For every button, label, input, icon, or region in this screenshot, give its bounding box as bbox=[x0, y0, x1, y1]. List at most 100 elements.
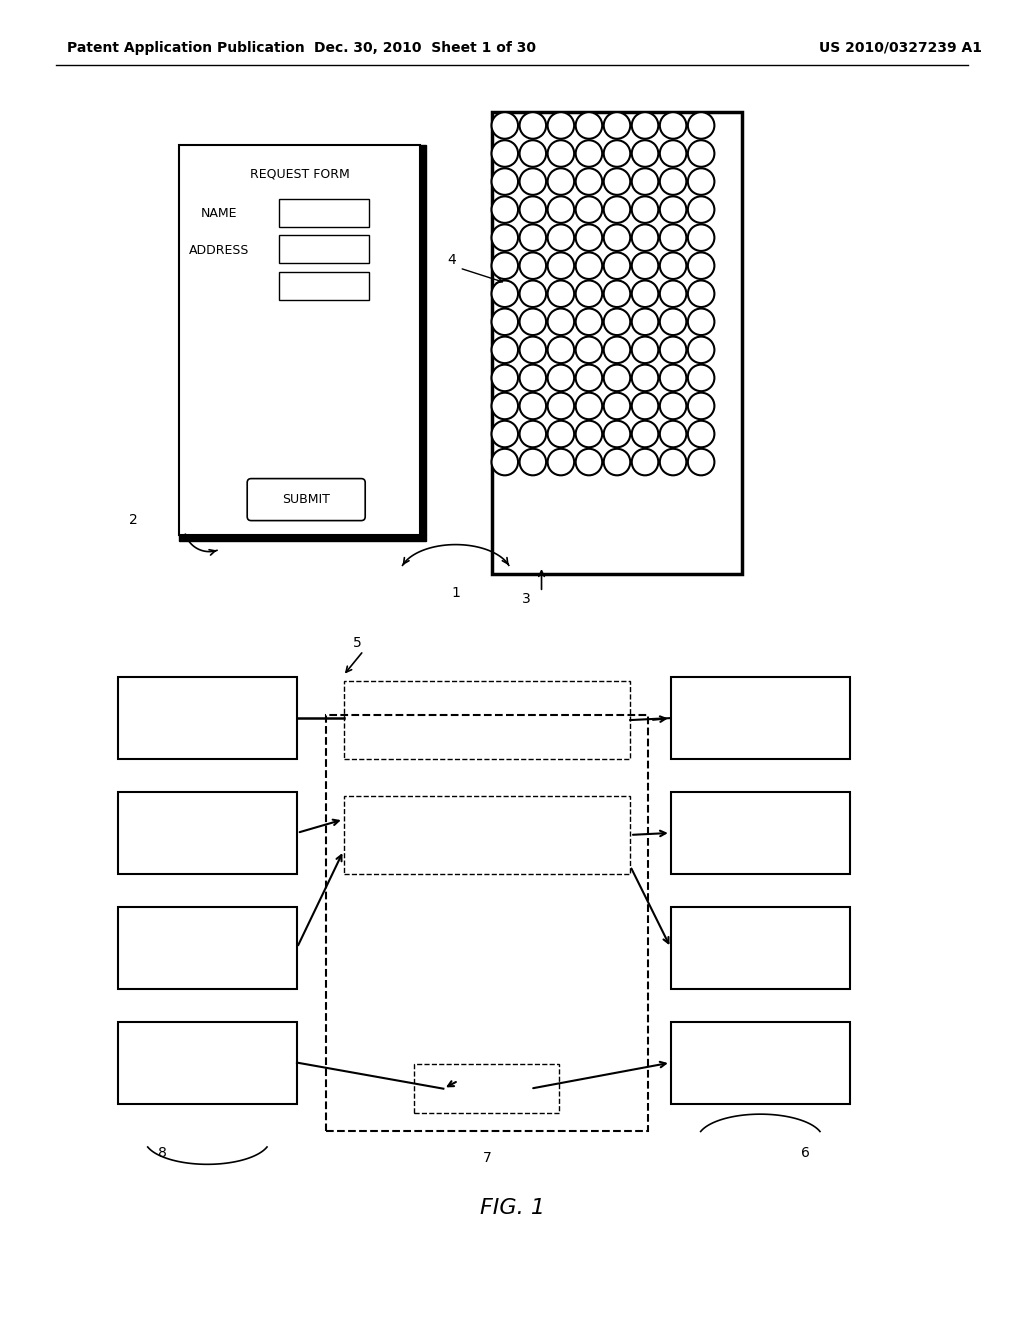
Circle shape bbox=[688, 364, 715, 391]
Circle shape bbox=[492, 421, 518, 447]
Circle shape bbox=[548, 392, 574, 420]
Circle shape bbox=[548, 337, 574, 363]
Circle shape bbox=[548, 168, 574, 195]
Circle shape bbox=[492, 112, 518, 139]
Circle shape bbox=[659, 252, 686, 279]
Circle shape bbox=[575, 252, 602, 279]
Circle shape bbox=[604, 112, 630, 139]
Circle shape bbox=[632, 309, 658, 335]
Bar bbox=[280, 272, 370, 300]
Circle shape bbox=[575, 197, 602, 223]
Circle shape bbox=[604, 168, 630, 195]
Circle shape bbox=[548, 309, 574, 335]
Circle shape bbox=[659, 140, 686, 166]
Circle shape bbox=[659, 421, 686, 447]
Circle shape bbox=[632, 197, 658, 223]
Circle shape bbox=[659, 168, 686, 195]
Circle shape bbox=[688, 224, 715, 251]
Text: REQUEST FORM: REQUEST FORM bbox=[250, 168, 349, 181]
Circle shape bbox=[519, 337, 546, 363]
Circle shape bbox=[492, 197, 518, 223]
Polygon shape bbox=[420, 145, 426, 535]
Circle shape bbox=[575, 224, 602, 251]
Text: 1: 1 bbox=[452, 586, 460, 599]
Circle shape bbox=[575, 168, 602, 195]
Text: 5: 5 bbox=[353, 636, 362, 649]
Text: 7: 7 bbox=[482, 1151, 492, 1166]
Bar bbox=[118, 1022, 297, 1104]
Circle shape bbox=[548, 449, 574, 475]
Text: SUBMIT
BUTTON: SUBMIT BUTTON bbox=[734, 1048, 786, 1077]
Circle shape bbox=[519, 168, 546, 195]
Bar bbox=[280, 199, 370, 227]
Circle shape bbox=[604, 140, 630, 166]
Circle shape bbox=[604, 197, 630, 223]
Circle shape bbox=[659, 197, 686, 223]
Circle shape bbox=[519, 364, 546, 391]
Circle shape bbox=[659, 364, 686, 391]
Circle shape bbox=[492, 364, 518, 391]
Text: TITLE
TEXT: TITLE TEXT bbox=[190, 704, 224, 733]
Circle shape bbox=[688, 112, 715, 139]
Circle shape bbox=[575, 364, 602, 391]
Text: SUBMIT: SUBMIT bbox=[283, 494, 330, 506]
Circle shape bbox=[575, 309, 602, 335]
Circle shape bbox=[632, 449, 658, 475]
Circle shape bbox=[492, 337, 518, 363]
Circle shape bbox=[519, 392, 546, 420]
Circle shape bbox=[659, 112, 686, 139]
Circle shape bbox=[688, 168, 715, 195]
Bar bbox=[492, 112, 742, 574]
Text: ADDRESS: ADDRESS bbox=[189, 244, 250, 256]
Circle shape bbox=[604, 337, 630, 363]
Circle shape bbox=[604, 280, 630, 308]
Text: 6: 6 bbox=[801, 1146, 810, 1160]
Circle shape bbox=[632, 224, 658, 251]
Circle shape bbox=[659, 224, 686, 251]
Text: NAME
TEXT FIELD: NAME TEXT FIELD bbox=[725, 704, 796, 733]
Text: ADDR 2
TEXT FIELD: ADDR 2 TEXT FIELD bbox=[725, 933, 796, 962]
Circle shape bbox=[659, 337, 686, 363]
Circle shape bbox=[548, 252, 574, 279]
Text: 2: 2 bbox=[129, 512, 138, 527]
Bar bbox=[118, 907, 297, 989]
Circle shape bbox=[548, 197, 574, 223]
Circle shape bbox=[519, 309, 546, 335]
Circle shape bbox=[519, 224, 546, 251]
Text: SUBMIT
GRAPHIC: SUBMIT GRAPHIC bbox=[179, 1048, 236, 1077]
Circle shape bbox=[632, 421, 658, 447]
Circle shape bbox=[688, 449, 715, 475]
Circle shape bbox=[519, 112, 546, 139]
Text: FIG. 1: FIG. 1 bbox=[479, 1197, 545, 1218]
Circle shape bbox=[659, 309, 686, 335]
Circle shape bbox=[548, 112, 574, 139]
Text: NAME: NAME bbox=[201, 207, 238, 219]
Circle shape bbox=[632, 337, 658, 363]
Circle shape bbox=[575, 280, 602, 308]
Circle shape bbox=[659, 449, 686, 475]
Circle shape bbox=[688, 421, 715, 447]
Polygon shape bbox=[179, 535, 426, 541]
Circle shape bbox=[492, 252, 518, 279]
Circle shape bbox=[548, 224, 574, 251]
Circle shape bbox=[604, 224, 630, 251]
Bar bbox=[671, 907, 850, 989]
Circle shape bbox=[575, 140, 602, 166]
Circle shape bbox=[519, 280, 546, 308]
Circle shape bbox=[688, 280, 715, 308]
Circle shape bbox=[632, 252, 658, 279]
Text: ADDRESS
TEXT: ADDRESS TEXT bbox=[177, 933, 238, 962]
Bar bbox=[179, 145, 420, 535]
Circle shape bbox=[604, 449, 630, 475]
Text: 3: 3 bbox=[521, 593, 530, 606]
Circle shape bbox=[688, 252, 715, 279]
Circle shape bbox=[688, 309, 715, 335]
Circle shape bbox=[688, 392, 715, 420]
Circle shape bbox=[604, 421, 630, 447]
Circle shape bbox=[659, 280, 686, 308]
Circle shape bbox=[492, 392, 518, 420]
Text: Dec. 30, 2010  Sheet 1 of 30: Dec. 30, 2010 Sheet 1 of 30 bbox=[314, 41, 536, 54]
Circle shape bbox=[632, 280, 658, 308]
Bar bbox=[118, 792, 297, 874]
Circle shape bbox=[604, 252, 630, 279]
